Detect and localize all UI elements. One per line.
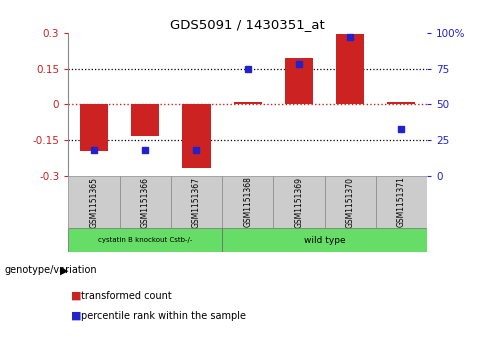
Bar [285, 58, 313, 105]
Bar [222, 228, 427, 252]
Text: genotype/variation: genotype/variation [5, 265, 98, 276]
Text: transformed count: transformed count [81, 291, 171, 301]
Text: GSM1151371: GSM1151371 [397, 177, 406, 228]
Bar [68, 176, 120, 228]
Text: cystatin B knockout Cstb-/-: cystatin B knockout Cstb-/- [98, 237, 192, 243]
Text: GSM1151368: GSM1151368 [243, 177, 252, 228]
Text: GSM1151366: GSM1151366 [141, 176, 150, 228]
Text: ■: ■ [71, 291, 81, 301]
Bar [325, 176, 376, 228]
Bar [234, 102, 262, 105]
Bar [273, 176, 325, 228]
Bar [171, 176, 222, 228]
Text: GSM1151369: GSM1151369 [294, 176, 304, 228]
Bar [183, 105, 210, 168]
Text: GSM1151365: GSM1151365 [89, 176, 99, 228]
Bar [131, 105, 159, 135]
Bar [68, 228, 222, 252]
Bar [80, 105, 108, 151]
Bar [387, 102, 415, 105]
Text: ■: ■ [71, 311, 81, 321]
Bar [376, 176, 427, 228]
Text: percentile rank within the sample: percentile rank within the sample [81, 311, 245, 321]
Text: ▶: ▶ [60, 265, 68, 276]
Text: wild type: wild type [304, 236, 346, 245]
Text: GSM1151367: GSM1151367 [192, 176, 201, 228]
Bar [120, 176, 171, 228]
Bar [222, 176, 273, 228]
Text: GSM1151370: GSM1151370 [346, 176, 355, 228]
Title: GDS5091 / 1430351_at: GDS5091 / 1430351_at [170, 19, 325, 32]
Bar [336, 34, 364, 105]
